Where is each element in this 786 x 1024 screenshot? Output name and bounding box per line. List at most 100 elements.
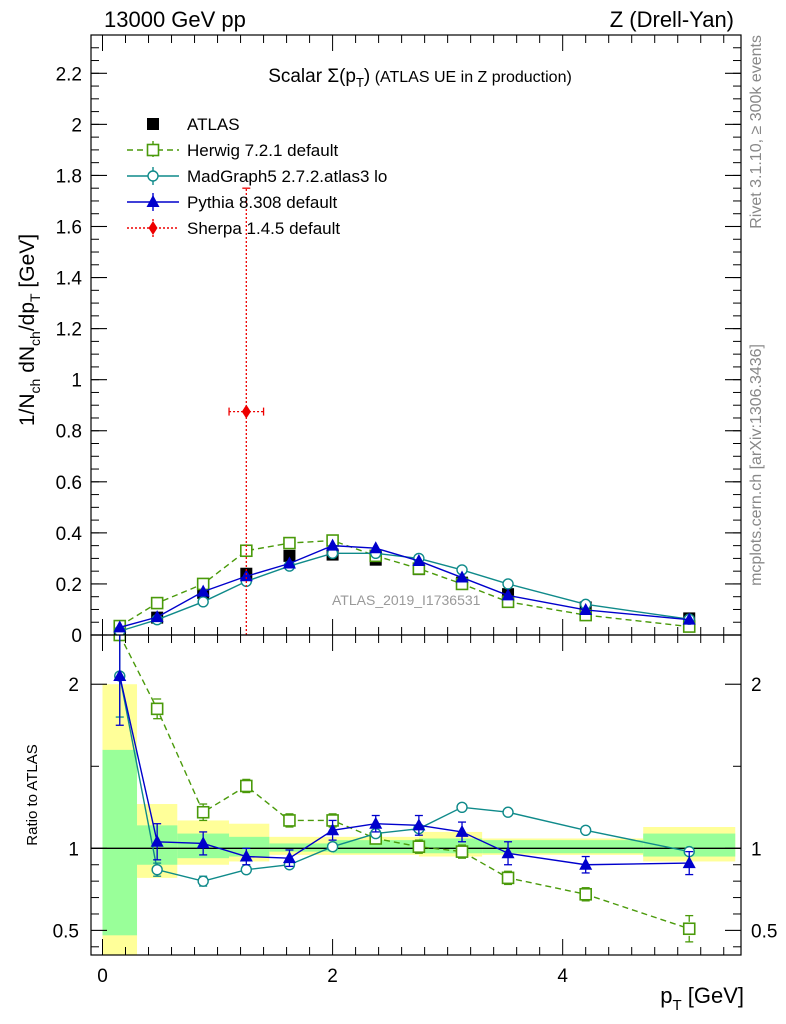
main-y-axis-label: 1/Nch dNch/dpT [GeV] (16, 234, 43, 426)
legend-label: Herwig 7.2.1 default (187, 141, 338, 160)
ratio-plot-area (91, 635, 741, 955)
legend-item-madgraph: MadGraph5 2.7.2.atlas3 lo (127, 167, 387, 186)
uncertainty-band-green (102, 749, 138, 936)
herwig-point (150, 596, 164, 610)
herwig-ratio-point (682, 922, 696, 936)
main-y-ticks: 0 0.2 0.4 0.6 0.8 1 1.2 1.4 1.6 1.8 2 2.2 (56, 34, 741, 647)
herwig-ratio-point (501, 871, 515, 885)
ratio-y-tick-label-right: 2 (751, 675, 762, 696)
series-sherpa (228, 187, 265, 635)
herwig-ratio-line (119, 635, 690, 930)
herwig-ratio-point (455, 845, 469, 858)
herwig-ratio-point (240, 779, 253, 793)
mcplots-label: mcplots.cern.ch [arXiv:1306.3436] (748, 344, 765, 586)
madgraph-ratio-point (456, 801, 468, 814)
pythia-ratio-point (579, 857, 593, 870)
pythia-ratio-point (455, 824, 469, 837)
main-y-tick-label: 1.8 (56, 166, 82, 187)
madgraph-ratio-line (119, 675, 690, 882)
x-axis-label: pT [GeV] (660, 983, 744, 1014)
main-y-tick-label: 0.8 (56, 422, 82, 443)
pythia-ratio-point (369, 816, 383, 829)
main-y-tick-label: 1.6 (56, 217, 82, 238)
herwig-ratio-point (579, 887, 592, 901)
pythia-point (682, 612, 696, 625)
x-tick-label: 2 (327, 966, 338, 987)
legend-marker (148, 221, 158, 235)
main-y-tick-label: 2.2 (56, 64, 82, 85)
pythia-ratio-point (412, 818, 426, 831)
pythia-ratio-point (196, 836, 210, 849)
pythia-ratio-point (239, 849, 253, 862)
madgraph-point (197, 596, 209, 608)
main-y-tick-label: 2 (71, 115, 82, 136)
legend-marker (146, 143, 160, 157)
herwig-ratio-point (150, 702, 164, 716)
herwig-point (283, 536, 296, 550)
pythia-point (501, 588, 515, 601)
main-y-tick-label: 0 (71, 626, 82, 647)
herwig-line (119, 539, 690, 628)
ratio-ticks: 0.5 0.5 1 1 2 2 0 2 4 (53, 635, 777, 987)
rivet-label: Rivet 3.1.10, ≥ 300k events (748, 35, 765, 229)
legend-label: Sherpa 1.4.5 default (187, 219, 340, 238)
legend: ATLAS Herwig 7.2.1 default MadGraph5 2.7.2… (127, 115, 387, 238)
pythia-ratio-point (501, 846, 515, 859)
pythia-ratio-line (119, 675, 690, 866)
madgraph-ratio-point (151, 863, 163, 876)
herwig-ratio-point (412, 840, 426, 853)
main-y-tick-label: 1.2 (56, 320, 82, 341)
ratio-y-tick-label-right: 0.5 (751, 921, 777, 942)
legend-marker (147, 118, 159, 130)
pythia-point (113, 620, 127, 633)
plot-title: Scalar Σ(pT) (ATLAS UE in Z production) (268, 66, 572, 90)
pythia-ratio-point (326, 823, 340, 836)
pythia-point (282, 556, 296, 569)
legend-marker (146, 195, 160, 207)
series-herwig (113, 534, 696, 633)
legend-marker (147, 170, 159, 182)
main-y-tick-label: 0.2 (56, 575, 82, 596)
madgraph-ratio-point (240, 863, 253, 876)
ratio-frame (90, 634, 742, 956)
uncertainty-band-green (643, 833, 736, 857)
pythia-point (412, 553, 426, 566)
analysis-watermark: ATLAS_2019_I1736531 (332, 592, 481, 608)
main-y-tick-label: 0.4 (56, 524, 83, 545)
pythia-ratio-point (682, 856, 696, 869)
madgraph-line (119, 552, 690, 632)
madgraph-ratio-point (579, 824, 592, 836)
atlas-point (283, 549, 296, 562)
uncertainty-band-green (418, 838, 483, 854)
madgraph-ratio-point (502, 806, 514, 818)
series-pythia (113, 538, 696, 633)
pythia-point (369, 541, 383, 554)
herwig-ratio-point (283, 814, 296, 827)
ratio-y-tick-label: 1 (68, 839, 79, 860)
pythia-point (579, 602, 593, 615)
madgraph-ratio-point (197, 875, 209, 887)
main-plot-area (113, 187, 696, 635)
legend-label: ATLAS (187, 115, 240, 134)
ratio-y-tick-label: 2 (68, 675, 79, 696)
legend-item-pythia: Pythia 8.308 default (127, 193, 338, 212)
pythia-ratio-point (282, 851, 296, 864)
ratio-series-herwig (113, 635, 696, 943)
sherpa-point (241, 404, 251, 419)
pythia-line (119, 544, 690, 629)
herwig-ratio-point (196, 805, 210, 819)
madgraph-ratio-point (326, 840, 339, 853)
main-y-tick-label: 0.6 (56, 473, 82, 494)
pythia-ratio-point (113, 669, 127, 682)
ratio-series-madgraph (114, 635, 695, 887)
main-panel: 0 0.2 0.4 0.6 0.8 1 1.2 1.4 1.6 1.8 2 2.2 Scalar Σ(… (16, 34, 742, 647)
legend-label: Pythia 8.308 default (187, 193, 338, 212)
madgraph-point (502, 578, 514, 590)
ratio-y-tick-label: 0.5 (53, 921, 79, 942)
uncertainty-band-green (332, 840, 419, 854)
uncertainty-band-green (482, 840, 644, 854)
x-tick-label: 0 (97, 966, 108, 987)
legend-item-atlas: ATLAS (147, 115, 240, 134)
pythia-point (326, 538, 340, 551)
